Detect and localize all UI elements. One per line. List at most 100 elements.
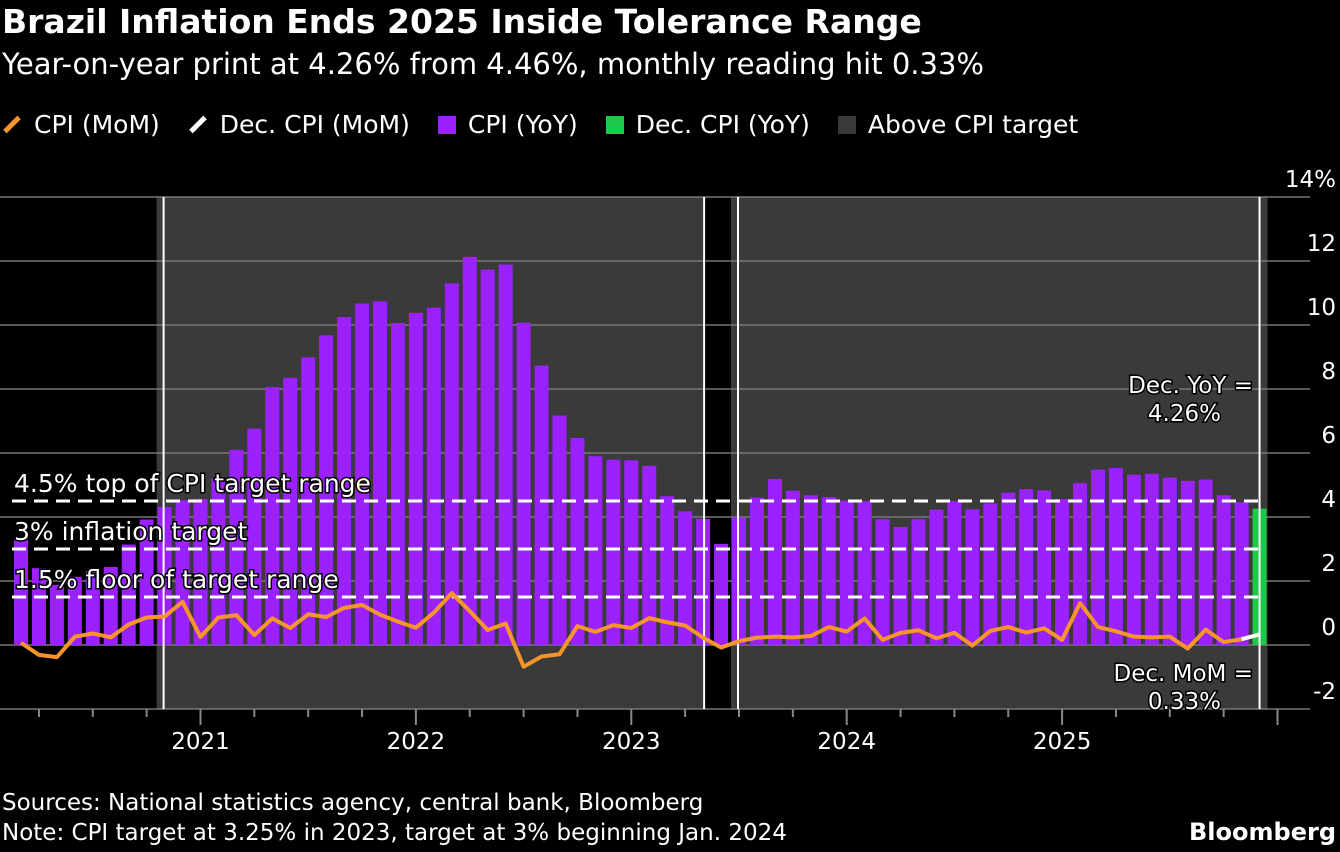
yoy-bar [1091, 469, 1105, 645]
box-swatch-icon [605, 115, 624, 134]
mom-line [19, 591, 1242, 669]
line-swatch-icon [188, 115, 207, 134]
yoy-bar [1126, 474, 1141, 645]
reference-line-label: 4.5% top of CPI target range [14, 469, 371, 498]
legend-item: CPI (MoM) [2, 110, 160, 139]
box-swatch-icon [837, 115, 856, 134]
yoy-bar [516, 322, 531, 645]
yoy-bar [103, 566, 118, 645]
yoy-bar [462, 256, 477, 645]
yoy-bar [1073, 483, 1088, 645]
yoy-bar [14, 539, 28, 645]
y-tick-label: 4 [1321, 487, 1336, 513]
yoy-bar [265, 387, 280, 645]
x-tick-label: 2021 [171, 729, 230, 755]
yoy-bar [390, 323, 405, 645]
yoy-bar [85, 571, 100, 645]
yoy-bar [480, 269, 495, 645]
yoy-bar [1162, 477, 1177, 645]
yoy-bar [570, 437, 585, 645]
chart-title: Brazil Inflation Ends 2025 Inside Tolera… [2, 2, 922, 41]
yoy-bar [588, 456, 603, 645]
x-tick-label: 2022 [387, 729, 446, 755]
legend-item: Dec. CPI (YoY) [605, 110, 810, 139]
yoy-bar [893, 526, 908, 645]
line-swatch-icon [3, 115, 21, 134]
legend: CPI (MoM) Dec. CPI (MoM) CPI (YoY) Dec. CPI… [2, 110, 1078, 139]
yoy-bar [983, 503, 998, 645]
x-tick-label: 2025 [1033, 729, 1092, 755]
yoy-bar [965, 509, 980, 645]
legend-label: Dec. CPI (MoM) [219, 110, 410, 139]
yoy-bar [1055, 499, 1070, 645]
yoy-bar [426, 307, 441, 645]
yoy-bar [929, 509, 944, 645]
yoy-bar [139, 519, 154, 645]
legend-item: Above CPI target [837, 110, 1078, 139]
yoy-bar [767, 478, 782, 645]
annotation-label: Dec. MoM = [1114, 661, 1253, 687]
yoy-bar [211, 478, 226, 645]
yoy-bar [1144, 473, 1159, 645]
legend-item: Dec. CPI (MoM) [188, 110, 410, 139]
yoy-bar [408, 312, 423, 645]
yoy-bar [373, 301, 387, 645]
yoy-bar [193, 499, 208, 645]
legend-item: CPI (YoY) [437, 110, 578, 139]
dec-mom-line [1241, 632, 1261, 642]
yoy-bar [714, 543, 729, 645]
yoy-bar [49, 584, 64, 645]
yoy-bar [1037, 490, 1052, 645]
yoy-bar [803, 495, 818, 645]
y-tick-label: -2 [1313, 679, 1336, 705]
yoy-bar [947, 501, 962, 645]
yoy-bar [552, 415, 567, 645]
yoy-bar [875, 519, 890, 645]
yoy-bar [749, 497, 764, 645]
yoy-bar [1198, 479, 1213, 645]
yoy-bar [283, 377, 298, 645]
x-tick-label: 2023 [602, 729, 661, 755]
target-note: Note: CPI target at 3.25% in 2023, targe… [2, 820, 787, 846]
reference-line-label: 3% inflation target [14, 517, 248, 546]
box-swatch-icon [437, 115, 456, 134]
yoy-bar [444, 283, 459, 645]
chart-subtitle: Year-on-year print at 4.26% from 4.46%, … [2, 47, 984, 81]
bloomberg-logo: Bloomberg [1189, 818, 1336, 846]
yoy-bar [606, 459, 621, 645]
annotation-label: Dec. YoY = [1128, 373, 1253, 399]
annotation-value: 4.26% [1148, 401, 1221, 427]
yoy-bar [678, 511, 693, 645]
yoy-bar [319, 335, 334, 645]
yoy-bar [247, 428, 262, 645]
yoy-bar [31, 568, 46, 645]
yoy-bar [839, 500, 854, 645]
legend-label: CPI (YoY) [467, 110, 578, 139]
yoy-bar [857, 501, 872, 645]
yoy-bar [67, 576, 82, 645]
yoy-bar [534, 365, 549, 645]
yoy-bar [1180, 480, 1195, 645]
legend-label: CPI (MoM) [34, 110, 160, 139]
y-tick-label: 10 [1307, 295, 1336, 321]
yoy-bar [121, 544, 136, 645]
yoy-bar [1234, 502, 1249, 645]
yoy-bar [1108, 468, 1123, 645]
reference-line-label: 1.5% floor of target range [14, 565, 339, 594]
yoy-bar [660, 496, 675, 645]
x-tick-label: 2024 [817, 729, 876, 755]
yoy-bar [355, 303, 370, 645]
legend-label: Dec. CPI (YoY) [635, 110, 810, 139]
yoy-bar [1019, 489, 1034, 645]
yoy-bar [821, 497, 836, 645]
yoy-bar [642, 465, 657, 645]
yoy-bar [785, 490, 800, 645]
yoy-bar [1216, 495, 1231, 645]
yoy-bar [1001, 492, 1016, 645]
sources-note: Sources: National statistics agency, cen… [2, 790, 704, 816]
yoy-bar [911, 519, 926, 645]
y-tick-label: 0 [1321, 615, 1336, 641]
y-tick-label: 14% [1285, 167, 1336, 193]
yoy-bar [498, 264, 513, 645]
annotation-value: 0.33% [1148, 689, 1221, 715]
